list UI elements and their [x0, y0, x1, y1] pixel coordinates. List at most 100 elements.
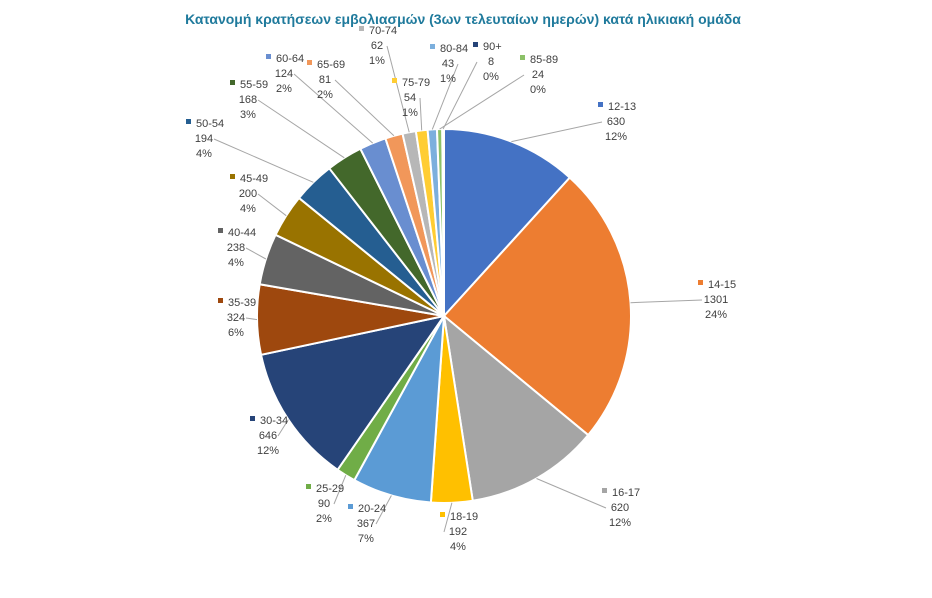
label-category: 12-13 [608, 101, 636, 113]
label-value: 200 [239, 188, 257, 200]
label-category: 18-19 [450, 511, 478, 523]
label-percent: 0% [483, 71, 499, 83]
label-value: 324 [227, 312, 245, 324]
data-label: 18-19 192 4% [440, 511, 478, 553]
legend-key [230, 80, 235, 85]
label-value: 43 [442, 58, 454, 70]
legend-key [440, 512, 445, 517]
leader-line [375, 495, 392, 525]
data-label: 35-39 324 6% [218, 297, 256, 339]
leader-line [442, 61, 478, 130]
pie-slice-30-34 [259, 314, 447, 472]
label-percent: 4% [196, 148, 212, 160]
label-value: 620 [611, 502, 629, 514]
label-percent: 1% [440, 73, 456, 85]
label-value: 1301 [704, 294, 728, 306]
data-label: 25-29 90 2% [306, 483, 344, 525]
label-value: 8 [488, 56, 494, 68]
data-label: 30-34 646 12% [250, 415, 288, 457]
label-category: 75-79 [402, 77, 430, 89]
leader-line [443, 502, 453, 533]
leader-line [293, 73, 374, 144]
label-category: 65-69 [317, 59, 345, 71]
data-label: 70-74 62 1% [359, 25, 397, 67]
legend-key [230, 174, 235, 179]
leader-line [536, 478, 607, 509]
pie-slices [256, 127, 632, 504]
label-category: 16-17 [612, 487, 640, 499]
data-label: 12-13 630 12% [598, 101, 636, 143]
pie-slice-14-15 [442, 176, 632, 437]
label-value: 194 [195, 133, 213, 145]
legend-key [307, 60, 312, 65]
label-category: 40-44 [228, 227, 256, 239]
legend-key [218, 298, 223, 303]
data-label: 55-59 168 3% [230, 79, 268, 121]
data-labels: 12-1363012%14-15130124%16-1762012%18-191… [186, 25, 736, 553]
data-label: 65-69 81 2% [307, 59, 345, 101]
label-percent: 24% [705, 309, 727, 321]
label-percent: 2% [317, 89, 333, 101]
label-value: 90 [318, 498, 330, 510]
label-category: 35-39 [228, 297, 256, 309]
label-category: 90+ [483, 41, 502, 53]
pie-slice-12-13 [443, 127, 572, 319]
label-value: 54 [404, 92, 416, 104]
leader-line [431, 63, 459, 130]
legend-key [218, 228, 223, 233]
label-category: 30-34 [260, 415, 288, 427]
label-value: 646 [259, 430, 277, 442]
data-label: 75-79 54 1% [392, 77, 430, 119]
label-percent: 4% [450, 541, 466, 553]
legend-key [359, 26, 364, 31]
data-label: 60-64 124 2% [266, 53, 304, 95]
label-category: 45-49 [240, 173, 268, 185]
label-percent: 1% [402, 107, 418, 119]
label-category: 85-89 [530, 54, 558, 66]
label-category: 25-29 [316, 483, 344, 495]
leader-lines [213, 45, 703, 533]
label-category: 70-74 [369, 25, 397, 37]
legend-key [598, 102, 603, 107]
label-category: 55-59 [240, 79, 268, 91]
data-label: 85-89 24 0% [520, 54, 558, 96]
label-value: 238 [227, 242, 245, 254]
data-label: 14-15 1301 24% [698, 279, 736, 321]
leader-line [511, 121, 603, 143]
label-value: 24 [532, 69, 544, 81]
label-category: 80-84 [440, 43, 468, 55]
label-value: 124 [275, 68, 293, 80]
label-value: 630 [607, 116, 625, 128]
data-label: 40-44 238 4% [218, 227, 256, 269]
label-percent: 12% [257, 445, 279, 457]
leader-line [333, 475, 347, 505]
leader-line [334, 79, 395, 137]
label-category: 14-15 [708, 279, 736, 291]
legend-key [266, 54, 271, 59]
data-label: 20-24 367 7% [348, 503, 386, 545]
label-percent: 6% [228, 327, 244, 339]
label-percent: 2% [316, 513, 332, 525]
leader-line [245, 317, 258, 321]
label-value: 62 [371, 40, 383, 52]
leader-line [257, 193, 287, 217]
legend-key [186, 119, 191, 124]
leader-line [386, 45, 410, 133]
leader-line [245, 247, 267, 260]
leader-line [419, 97, 423, 131]
legend-key [306, 484, 311, 489]
legend-key [602, 488, 607, 493]
leader-line [277, 419, 289, 437]
legend-key [520, 55, 525, 60]
legend-key [698, 280, 703, 285]
label-percent: 0% [530, 84, 546, 96]
label-percent: 4% [240, 203, 256, 215]
leader-line [213, 138, 314, 183]
data-label: 80-84 43 1% [430, 43, 468, 85]
label-percent: 1% [369, 55, 385, 67]
label-value: 367 [357, 518, 375, 530]
legend-key [430, 44, 435, 49]
legend-key [473, 42, 478, 47]
data-label: 45-49 200 4% [230, 173, 268, 215]
